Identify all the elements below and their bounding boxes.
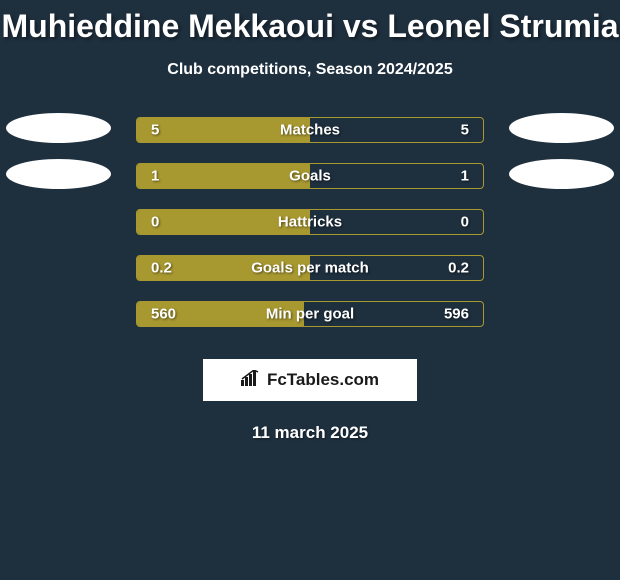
stat-bar: 5 5 Matches bbox=[136, 117, 484, 143]
stat-right-value: 5 bbox=[461, 122, 469, 139]
date-text: 11 march 2025 bbox=[0, 423, 620, 443]
stat-row: 0.2 0.2 Goals per match bbox=[0, 245, 620, 291]
stat-left-value: 5 bbox=[151, 122, 159, 139]
stat-bar: 560 596 Min per goal bbox=[136, 301, 484, 327]
stat-bar: 0 0 Hattricks bbox=[136, 209, 484, 235]
stat-label: Goals per match bbox=[251, 260, 369, 277]
stat-left-value: 0 bbox=[151, 214, 159, 231]
stat-bar: 0.2 0.2 Goals per match bbox=[136, 255, 484, 281]
stats-container: 5 5 Matches 1 1 Goals 0 0 Hattricks 0.2 0.2 Goals p… bbox=[0, 107, 620, 337]
stat-right-value: 0.2 bbox=[448, 260, 469, 277]
stat-row: 5 5 Matches bbox=[0, 107, 620, 153]
stat-label: Matches bbox=[280, 122, 340, 139]
stat-right-value: 1 bbox=[461, 168, 469, 185]
subtitle: Club competitions, Season 2024/2025 bbox=[0, 61, 620, 79]
stat-row: 1 1 Goals bbox=[0, 153, 620, 199]
bar-right-fill bbox=[310, 164, 483, 188]
chart-icon bbox=[241, 370, 261, 391]
stat-bar: 1 1 Goals bbox=[136, 163, 484, 189]
stat-row: 560 596 Min per goal bbox=[0, 291, 620, 337]
stat-row: 0 0 Hattricks bbox=[0, 199, 620, 245]
bar-left-fill bbox=[137, 164, 310, 188]
stat-left-value: 1 bbox=[151, 168, 159, 185]
brand-badge: FcTables.com bbox=[203, 359, 417, 401]
player-left-badge bbox=[6, 159, 111, 189]
stat-left-value: 560 bbox=[151, 306, 176, 323]
stat-label: Goals bbox=[289, 168, 331, 185]
stat-right-value: 0 bbox=[461, 214, 469, 231]
stat-label: Min per goal bbox=[266, 306, 354, 323]
stat-label: Hattricks bbox=[278, 214, 342, 231]
player-right-badge bbox=[509, 113, 614, 143]
page-title: Muhieddine Mekkaoui vs Leonel Strumia bbox=[0, 0, 620, 45]
stat-left-value: 0.2 bbox=[151, 260, 172, 277]
stat-right-value: 596 bbox=[444, 306, 469, 323]
player-right-badge bbox=[509, 159, 614, 189]
player-left-badge bbox=[6, 113, 111, 143]
brand-text: FcTables.com bbox=[267, 370, 379, 390]
